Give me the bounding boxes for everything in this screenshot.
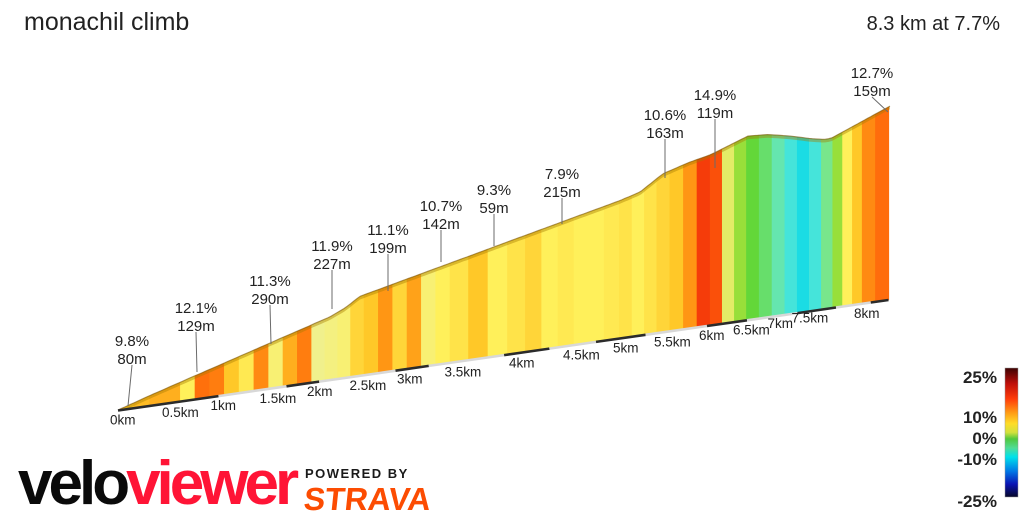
svg-text:8km: 8km bbox=[854, 306, 880, 321]
svg-text:7.5km: 7.5km bbox=[792, 311, 829, 326]
svg-text:0.5km: 0.5km bbox=[162, 405, 199, 420]
svg-text:2.5km: 2.5km bbox=[350, 378, 387, 393]
svg-text:1km: 1km bbox=[211, 398, 237, 413]
svg-text:6km: 6km bbox=[699, 328, 725, 343]
svg-text:4km: 4km bbox=[509, 355, 535, 370]
svg-text:6.5km: 6.5km bbox=[733, 322, 770, 337]
svg-text:4.5km: 4.5km bbox=[563, 348, 600, 363]
svg-text:3km: 3km bbox=[397, 371, 423, 386]
svg-text:5.5km: 5.5km bbox=[654, 335, 691, 350]
svg-text:0km: 0km bbox=[110, 413, 136, 428]
svg-text:7km: 7km bbox=[768, 316, 794, 331]
svg-text:5km: 5km bbox=[613, 340, 639, 355]
svg-text:1.5km: 1.5km bbox=[260, 391, 297, 406]
svg-text:2km: 2km bbox=[307, 384, 333, 399]
svg-text:3.5km: 3.5km bbox=[445, 365, 482, 380]
